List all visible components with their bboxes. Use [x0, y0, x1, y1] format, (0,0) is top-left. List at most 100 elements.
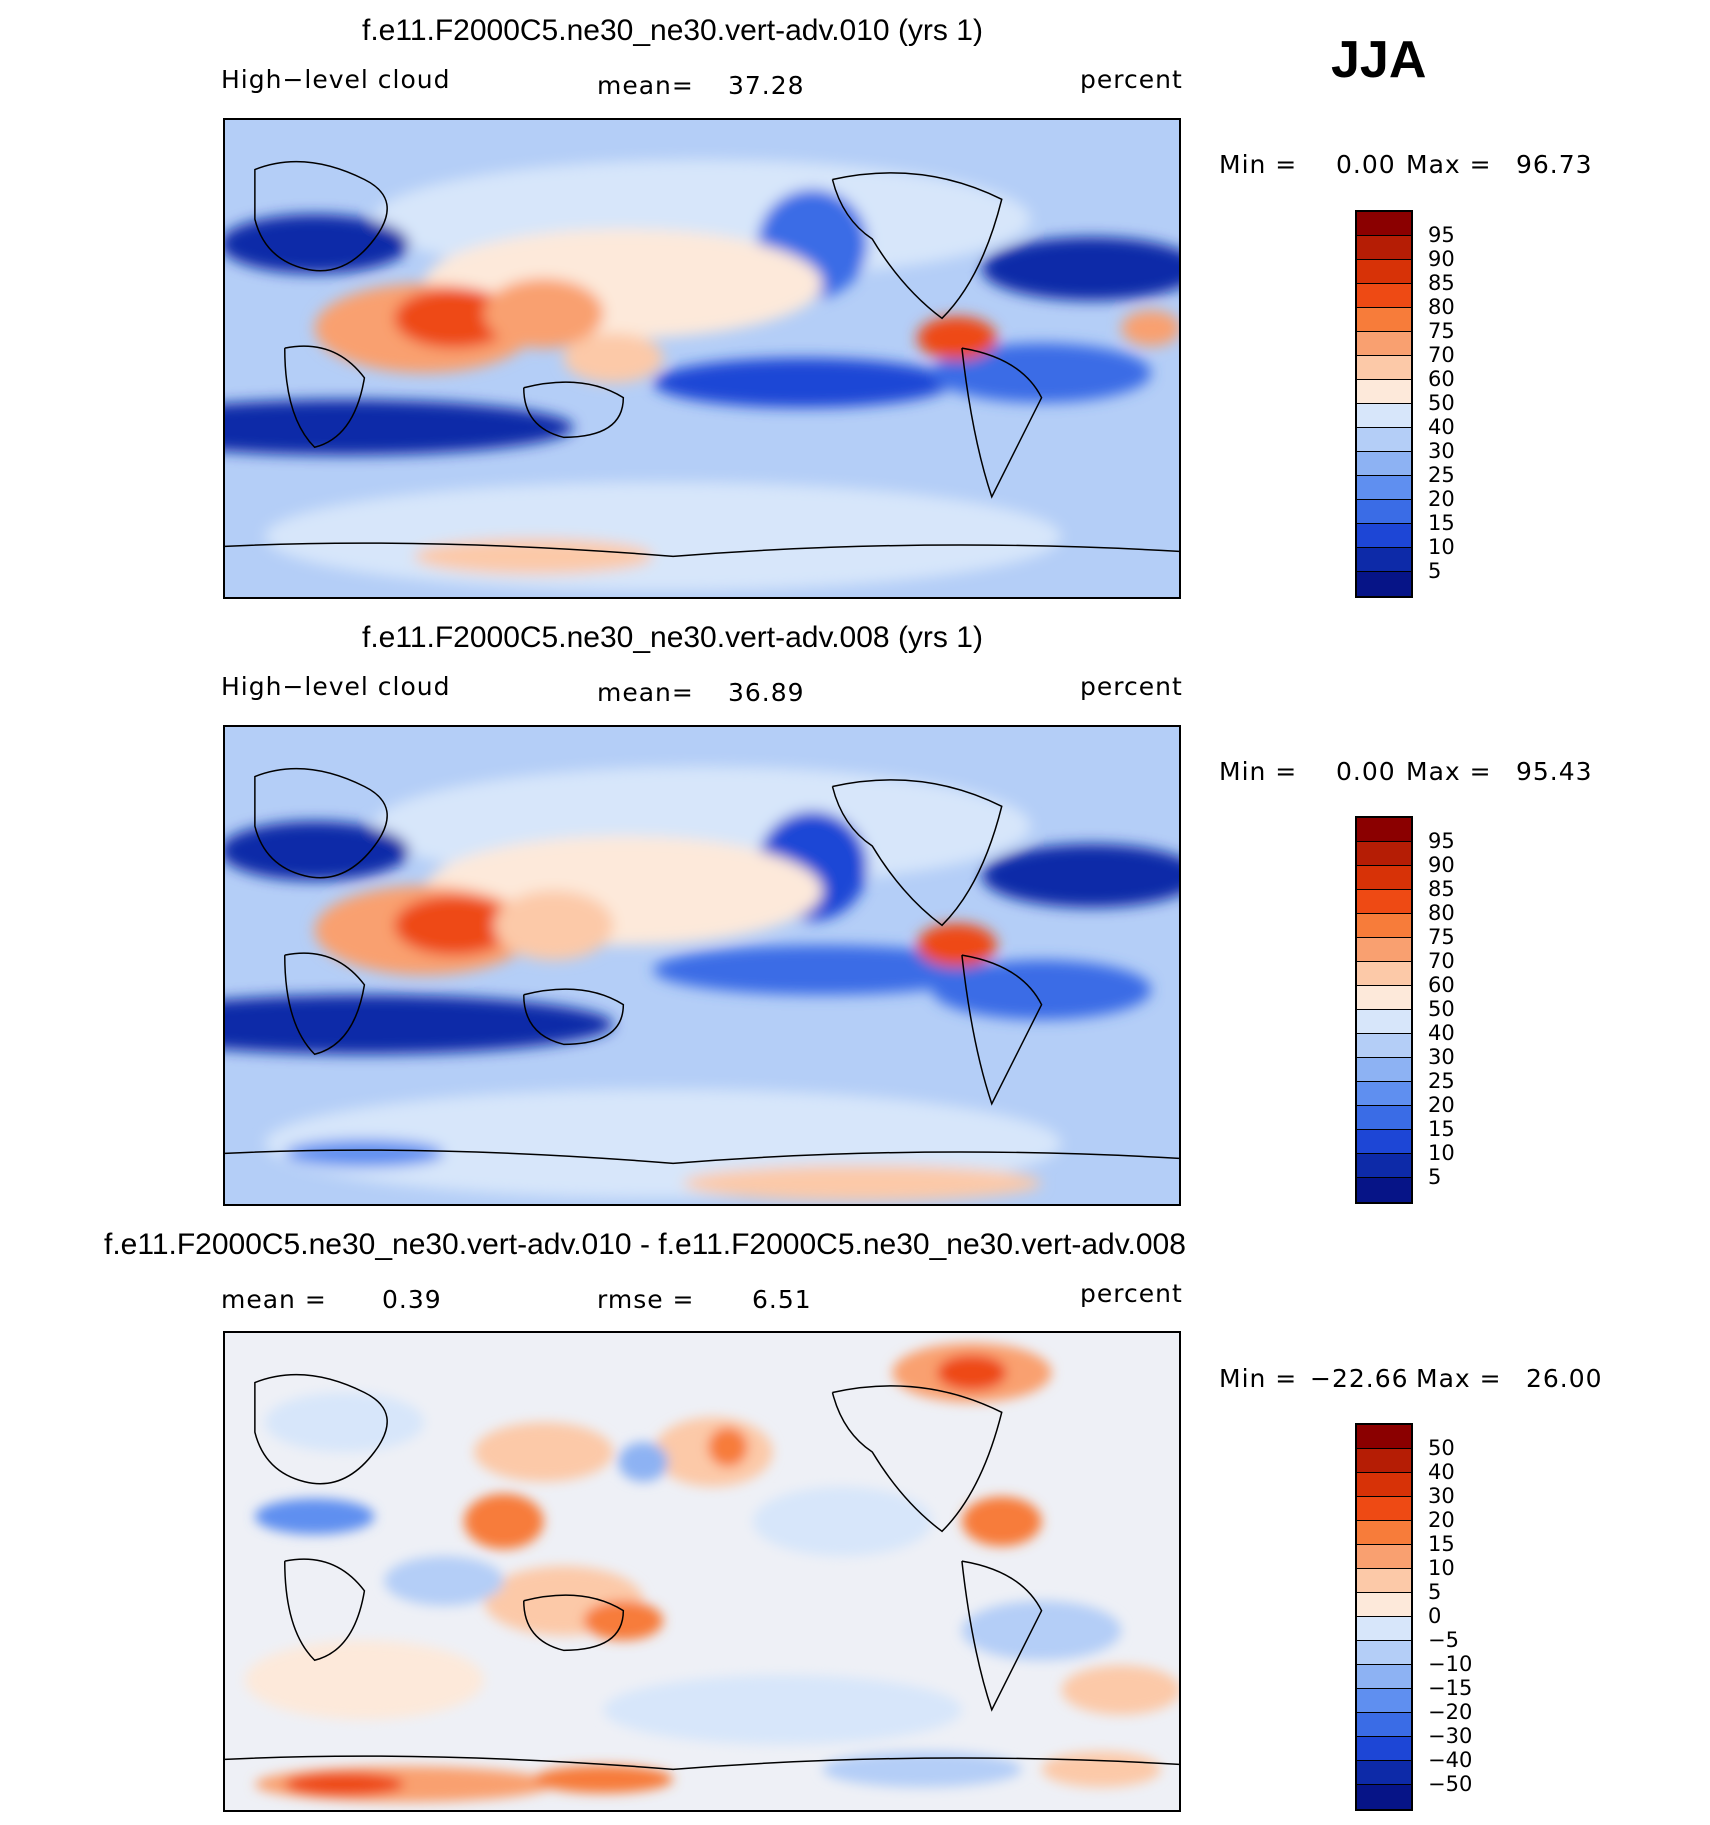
panel3-min-value: −22.66 — [1310, 1364, 1409, 1393]
colorbar-box — [1357, 1473, 1411, 1497]
colorbar-tick-label: 75 — [1428, 925, 1455, 949]
colorbar-tick-label: 95 — [1428, 829, 1455, 853]
panel1-map — [223, 118, 1181, 599]
panel2-units: percent — [1080, 672, 1183, 701]
colorbar-box — [1357, 284, 1411, 308]
panel2-title: f.e11.F2000C5.ne30_ne30.vert-adv.008 (yr… — [362, 621, 983, 654]
colorbar-box — [1357, 380, 1411, 404]
colorbar-tick-label: 0 — [1428, 1604, 1442, 1628]
colorbar-box — [1357, 1665, 1411, 1689]
colorbar-box — [1357, 842, 1411, 866]
colorbar-box — [1357, 1737, 1411, 1761]
panel2-min-value: 0.00 — [1336, 757, 1396, 786]
colorbar-box — [1357, 1689, 1411, 1713]
panel2-max-value: 95.43 — [1516, 757, 1593, 786]
colorbar-box — [1357, 1569, 1411, 1593]
colorbar-tick-label: 85 — [1428, 877, 1455, 901]
colorbar-tick-label: 5 — [1428, 1580, 1442, 1604]
panel3-title: f.e11.F2000C5.ne30_ne30.vert-adv.010 - f… — [104, 1228, 1186, 1261]
colorbar-box — [1357, 1154, 1411, 1178]
colorbar-tick-label: −5 — [1428, 1628, 1459, 1652]
colorbar-box — [1357, 572, 1411, 596]
colorbar-tick-label: 5 — [1428, 559, 1442, 583]
colorbar-box — [1357, 500, 1411, 524]
panel2-max-label: Max = — [1406, 757, 1492, 786]
colorbar-box — [1357, 332, 1411, 356]
colorbar-box — [1357, 1449, 1411, 1473]
panel3-max-value: 26.00 — [1526, 1364, 1603, 1393]
colorbar-box — [1357, 260, 1411, 284]
panel3-mean-value: 0.39 — [382, 1285, 442, 1314]
colorbar-tick-label: 75 — [1428, 319, 1455, 343]
colorbar-box — [1357, 1641, 1411, 1665]
colorbar-tick-label: 5 — [1428, 1165, 1442, 1189]
panel1-variable-label: High−level cloud — [221, 65, 451, 94]
panel3-colorbar — [1355, 1423, 1413, 1811]
colorbar-tick-label: 30 — [1428, 1045, 1455, 1069]
panel3-min-label: Min = — [1219, 1364, 1298, 1393]
colorbar-tick-label: 80 — [1428, 295, 1455, 319]
colorbar-tick-label: −10 — [1428, 1652, 1473, 1676]
colorbar-box — [1357, 986, 1411, 1010]
panel1-mean-value: 37.28 — [728, 71, 805, 100]
colorbar-box — [1357, 914, 1411, 938]
colorbar-box — [1357, 308, 1411, 332]
colorbar-tick-label: 70 — [1428, 343, 1455, 367]
panel1-min-value: 0.00 — [1336, 150, 1396, 179]
colorbar-box — [1357, 1130, 1411, 1154]
colorbar-tick-label: −30 — [1428, 1724, 1473, 1748]
colorbar-tick-label: 25 — [1428, 1069, 1455, 1093]
colorbar-tick-label: 60 — [1428, 973, 1455, 997]
panel3-rmse-label: rmse = — [597, 1285, 695, 1314]
colorbar-tick-label: −15 — [1428, 1676, 1473, 1700]
panel2-mean-label: mean= — [597, 678, 694, 707]
colorbar-box — [1357, 476, 1411, 500]
panel1-units: percent — [1080, 65, 1183, 94]
colorbar-box — [1357, 1617, 1411, 1641]
colorbar-box — [1357, 1034, 1411, 1058]
colorbar-tick-label: 15 — [1428, 1117, 1455, 1141]
colorbar-tick-label: −20 — [1428, 1700, 1473, 1724]
colorbar-tick-label: 60 — [1428, 367, 1455, 391]
colorbar-box — [1357, 1785, 1411, 1809]
colorbar-tick-label: 25 — [1428, 463, 1455, 487]
panel1-title: f.e11.F2000C5.ne30_ne30.vert-adv.010 (yr… — [362, 14, 983, 47]
colorbar-box — [1357, 356, 1411, 380]
colorbar-tick-label: 15 — [1428, 511, 1455, 535]
colorbar-tick-label: 95 — [1428, 223, 1455, 247]
colorbar-box — [1357, 236, 1411, 260]
colorbar-tick-label: 40 — [1428, 1460, 1455, 1484]
colorbar-box — [1357, 1713, 1411, 1737]
colorbar-tick-label: 10 — [1428, 1141, 1455, 1165]
colorbar-box — [1357, 404, 1411, 428]
colorbar-box — [1357, 1106, 1411, 1130]
colorbar-tick-label: −40 — [1428, 1748, 1473, 1772]
colorbar-tick-label: 10 — [1428, 1556, 1455, 1580]
panel1-max-label: Max = — [1406, 150, 1492, 179]
colorbar-box — [1357, 1178, 1411, 1202]
panel2-map — [223, 725, 1181, 1206]
colorbar-tick-label: 15 — [1428, 1532, 1455, 1556]
colorbar-box — [1357, 1593, 1411, 1617]
panel2-colorbar — [1355, 816, 1413, 1204]
colorbar-box — [1357, 1082, 1411, 1106]
colorbar-box — [1357, 866, 1411, 890]
colorbar-box — [1357, 1497, 1411, 1521]
colorbar-box — [1357, 1761, 1411, 1785]
colorbar-tick-label: 20 — [1428, 1508, 1455, 1532]
colorbar-tick-label: 90 — [1428, 853, 1455, 877]
colorbar-tick-label: 30 — [1428, 439, 1455, 463]
colorbar-box — [1357, 890, 1411, 914]
colorbar-tick-label: 80 — [1428, 901, 1455, 925]
colorbar-tick-label: 40 — [1428, 415, 1455, 439]
colorbar-tick-label: 70 — [1428, 949, 1455, 973]
colorbar-tick-label: 50 — [1428, 997, 1455, 1021]
colorbar-box — [1357, 452, 1411, 476]
panel3-units: percent — [1080, 1279, 1183, 1308]
colorbar-box — [1357, 1010, 1411, 1034]
colorbar-tick-label: 20 — [1428, 1093, 1455, 1117]
colorbar-box — [1357, 1425, 1411, 1449]
colorbar-box — [1357, 938, 1411, 962]
colorbar-box — [1357, 212, 1411, 236]
colorbar-tick-label: −50 — [1428, 1772, 1473, 1796]
